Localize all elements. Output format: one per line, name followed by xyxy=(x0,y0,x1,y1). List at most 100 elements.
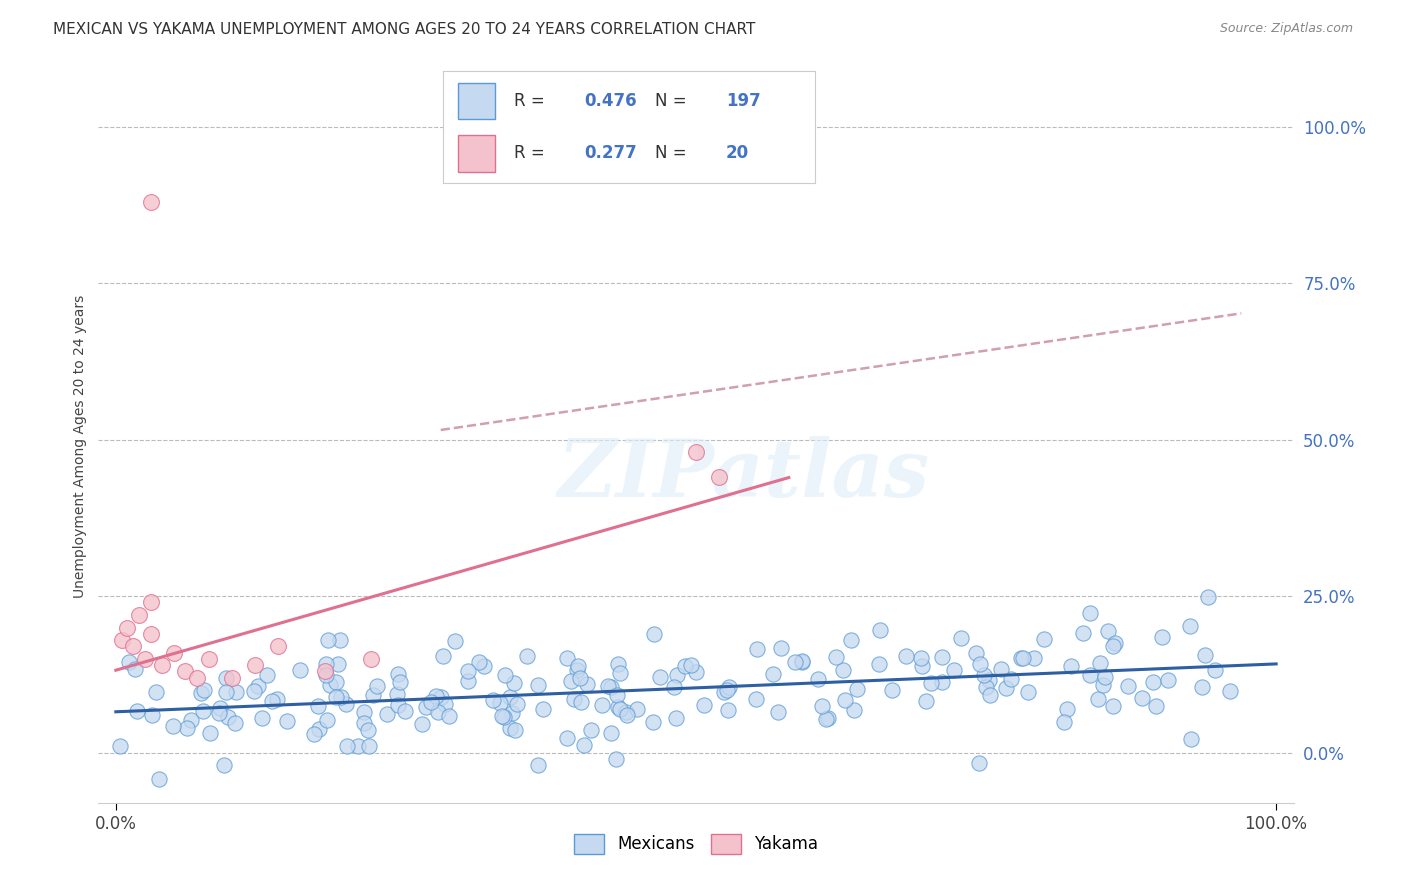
Point xyxy=(565,663,588,677)
Point xyxy=(685,665,707,679)
Text: Source: ZipAtlas.com: Source: ZipAtlas.com xyxy=(1219,22,1353,36)
Point xyxy=(492,709,515,723)
Point xyxy=(329,633,352,648)
Point xyxy=(1000,672,1022,686)
Point xyxy=(1130,690,1153,705)
Point xyxy=(1087,691,1109,706)
Point xyxy=(1092,677,1115,691)
Point xyxy=(1078,668,1101,682)
Point xyxy=(122,640,145,654)
Point xyxy=(224,716,246,731)
Point xyxy=(641,715,664,730)
Point xyxy=(319,678,342,692)
Point xyxy=(307,698,329,713)
Point xyxy=(221,671,243,685)
Point xyxy=(931,649,953,664)
Point xyxy=(302,726,325,740)
Point xyxy=(596,679,619,693)
Point xyxy=(357,739,380,754)
Point xyxy=(845,681,868,696)
Point xyxy=(973,667,995,681)
Point xyxy=(562,691,585,706)
Point xyxy=(825,650,848,665)
Point xyxy=(266,691,288,706)
Point xyxy=(468,655,491,669)
Point xyxy=(609,666,631,681)
Point xyxy=(555,650,578,665)
Point xyxy=(250,711,273,725)
Point xyxy=(1191,681,1213,695)
Point xyxy=(790,655,813,669)
Point xyxy=(503,723,526,737)
Point xyxy=(128,607,150,622)
Point xyxy=(716,682,738,697)
Point xyxy=(1157,673,1180,687)
Point xyxy=(134,652,156,666)
Point xyxy=(868,657,890,671)
Point xyxy=(290,663,312,677)
Point xyxy=(575,677,598,691)
Point xyxy=(256,667,278,681)
Text: 197: 197 xyxy=(725,93,761,111)
Point xyxy=(614,706,637,720)
Point xyxy=(785,655,807,669)
Point xyxy=(375,706,398,721)
Point xyxy=(831,664,853,678)
Point xyxy=(869,623,891,637)
Point xyxy=(353,705,375,719)
Point xyxy=(214,671,236,685)
Point xyxy=(762,667,785,681)
Point xyxy=(243,658,266,673)
Point xyxy=(193,704,215,718)
Point xyxy=(581,723,603,738)
Point xyxy=(693,698,716,713)
Point xyxy=(335,698,357,712)
Point xyxy=(444,633,467,648)
Point xyxy=(790,654,813,668)
Point xyxy=(974,680,997,694)
Point xyxy=(111,633,134,648)
Point xyxy=(197,652,219,666)
Point xyxy=(979,673,1001,687)
Point xyxy=(600,725,623,739)
Point xyxy=(662,680,685,694)
Point xyxy=(148,772,170,787)
Point xyxy=(717,703,740,717)
Point xyxy=(572,738,595,752)
Point xyxy=(387,687,409,701)
Point xyxy=(950,631,973,645)
Point xyxy=(394,704,416,718)
Point xyxy=(439,708,461,723)
Point xyxy=(910,651,932,665)
Point xyxy=(267,640,290,654)
Point xyxy=(605,688,627,702)
Point xyxy=(664,711,686,725)
Text: N =: N = xyxy=(655,144,692,161)
Point xyxy=(217,710,239,724)
Point xyxy=(1152,630,1174,644)
Point xyxy=(491,709,513,723)
Point xyxy=(606,700,628,714)
Point xyxy=(713,685,735,699)
Point xyxy=(425,689,447,703)
Point xyxy=(419,695,441,709)
Point xyxy=(1012,650,1035,665)
Point xyxy=(426,705,449,719)
Point xyxy=(315,668,337,682)
Point xyxy=(1180,732,1202,747)
Point xyxy=(769,640,792,655)
Point xyxy=(243,684,266,698)
Point xyxy=(260,693,283,707)
Point xyxy=(482,693,505,707)
Point xyxy=(141,708,163,723)
Point xyxy=(1017,685,1039,699)
Text: ZIPatlas: ZIPatlas xyxy=(558,436,929,513)
Point xyxy=(124,662,146,676)
Point xyxy=(503,676,526,690)
Point xyxy=(814,712,837,726)
Point xyxy=(325,690,347,704)
Point xyxy=(967,756,990,770)
Point xyxy=(1024,651,1046,665)
Point xyxy=(896,648,918,663)
Point xyxy=(527,678,550,692)
